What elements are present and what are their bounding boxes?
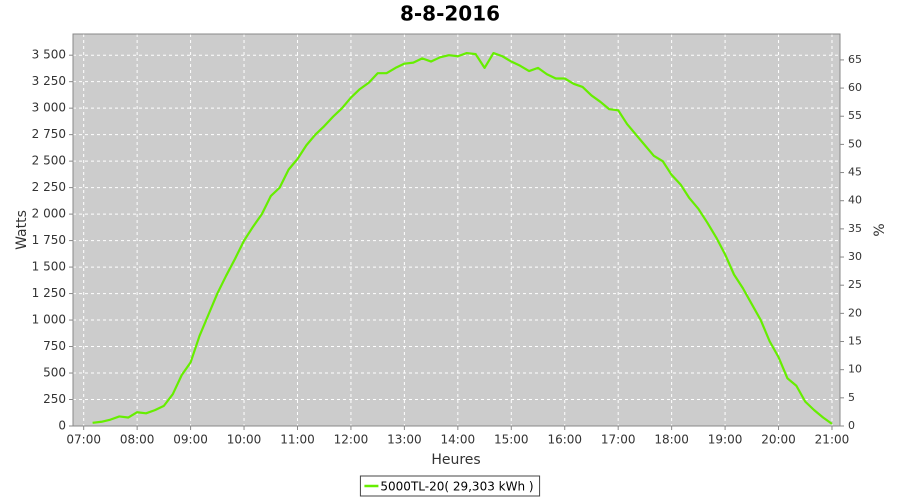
y2-tick-label: 60 xyxy=(848,81,862,94)
y-axis-label: Watts xyxy=(14,210,30,250)
y2-tick-label: 20 xyxy=(848,306,862,319)
x-tick-label: 21:00 xyxy=(815,433,850,447)
x-tick-label: 20:00 xyxy=(761,433,796,447)
y2-tick-label: 40 xyxy=(848,194,862,207)
legend-box xyxy=(359,475,541,497)
y2-tick-label: 55 xyxy=(848,109,862,122)
x-axis-label: Heures xyxy=(431,452,480,468)
y2-tick-label: 50 xyxy=(848,137,862,150)
y2-tick-label: 45 xyxy=(848,166,862,179)
x-tick-label: 19:00 xyxy=(708,433,743,447)
x-tick-label: 18:00 xyxy=(654,433,689,447)
x-tick-label: 16:00 xyxy=(547,433,582,447)
legend-text: 5000TL-20( 29,303 kWh ) xyxy=(380,480,533,494)
y-tick-label: 2 500 xyxy=(32,154,66,168)
y2-tick-label: 0 xyxy=(848,419,855,432)
plot-border xyxy=(72,33,841,427)
y2-tick-label: 35 xyxy=(848,222,862,235)
y2-tick-label: 30 xyxy=(848,250,862,263)
x-tick-label: 10:00 xyxy=(227,433,262,447)
x-tick-label: 09:00 xyxy=(173,433,208,447)
x-tick-label: 14:00 xyxy=(441,433,476,447)
x-tick-label: 11:00 xyxy=(280,433,315,447)
y-tick-label: 1 500 xyxy=(32,260,66,274)
y2-tick-label: 5 xyxy=(848,391,855,404)
y-tick-label: 1 750 xyxy=(32,233,66,247)
y2-tick-label: 10 xyxy=(848,363,862,376)
y-tick-label: 500 xyxy=(43,366,66,380)
x-tick-label: 17:00 xyxy=(601,433,636,447)
x-tick-label: 12:00 xyxy=(334,433,369,447)
y2-tick-label: 65 xyxy=(848,53,862,66)
y-tick-label: 1 250 xyxy=(32,286,66,300)
y-tick-label: 3 500 xyxy=(32,48,66,62)
y-tick-label: 0 xyxy=(58,419,66,433)
x-tick-label: 08:00 xyxy=(120,433,155,447)
x-tick-label: 07:00 xyxy=(66,433,101,447)
data-line xyxy=(92,51,833,425)
y-tick-label: 750 xyxy=(43,339,66,353)
y2-tick-label: 25 xyxy=(848,278,862,291)
x-tick-label: 13:00 xyxy=(387,433,422,447)
y-tick-label: 3 000 xyxy=(32,101,66,115)
y-tick-label: 3 250 xyxy=(32,74,66,88)
y-tick-label: 1 000 xyxy=(32,313,66,327)
y2-axis-label: % xyxy=(872,223,888,236)
y-tick-label: 2 000 xyxy=(32,207,66,221)
y-tick-label: 250 xyxy=(43,392,66,406)
y-tick-label: 2 750 xyxy=(32,127,66,141)
y-tick-label: 2 250 xyxy=(32,180,66,194)
chart-title: 8-8-2016 xyxy=(400,2,500,26)
y2-tick-label: 15 xyxy=(848,335,862,348)
x-tick-label: 15:00 xyxy=(494,433,529,447)
